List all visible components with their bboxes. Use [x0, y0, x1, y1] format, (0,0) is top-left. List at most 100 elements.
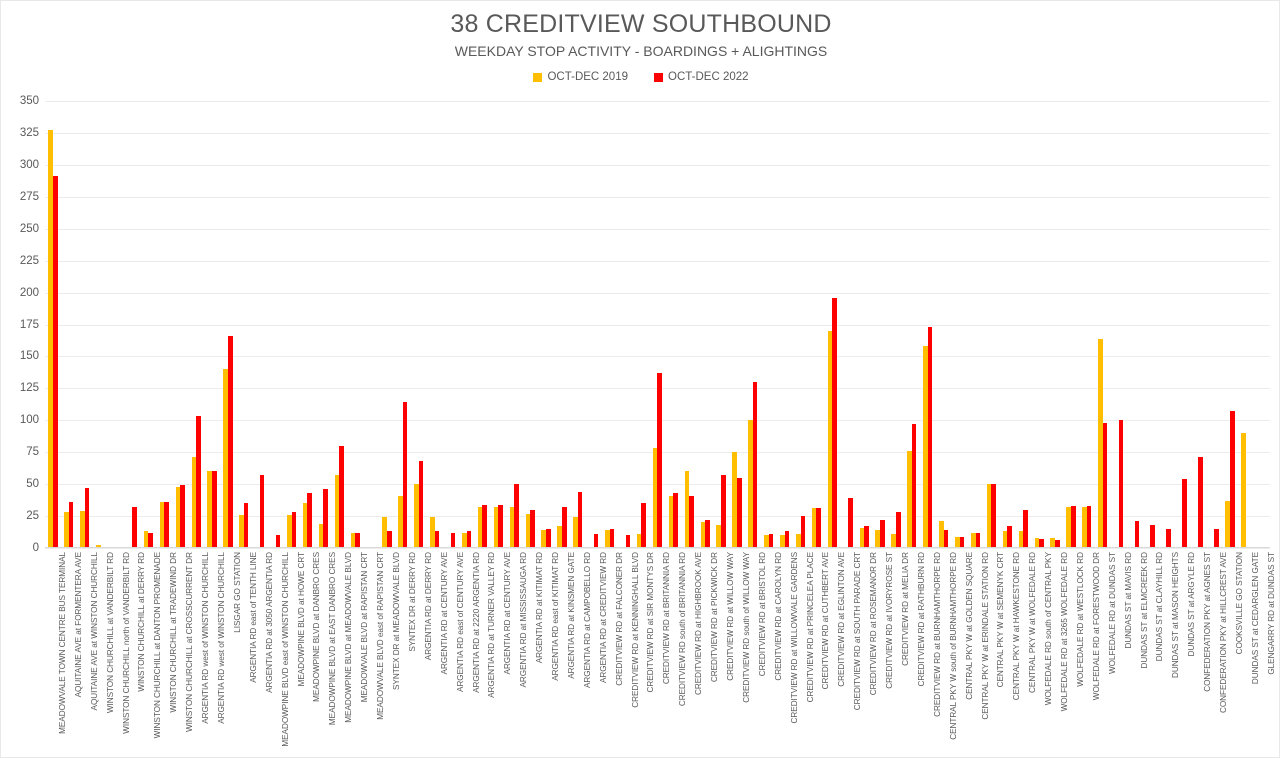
bar-group[interactable] [220, 101, 236, 548]
bar-2019[interactable] [430, 517, 435, 548]
bar-2019[interactable] [175, 486, 181, 548]
bar-group[interactable] [1206, 101, 1222, 548]
bar-2019[interactable] [716, 525, 722, 548]
bar-2022[interactable] [466, 531, 472, 548]
bar-2022[interactable] [752, 381, 758, 548]
bar-2019[interactable] [223, 369, 228, 548]
bar-2022[interactable] [1198, 457, 1203, 548]
bar-2022[interactable] [1070, 505, 1076, 548]
bar-2022[interactable] [593, 533, 599, 548]
bar-2019[interactable] [764, 535, 769, 548]
bar-2019[interactable] [48, 130, 53, 548]
bar-2022[interactable] [927, 327, 933, 548]
bar-group[interactable] [1031, 101, 1047, 548]
bar-group[interactable] [506, 101, 522, 548]
bar-group[interactable] [968, 101, 984, 548]
bar-2019[interactable] [334, 475, 340, 548]
bar-2019[interactable] [398, 495, 403, 548]
bar-group[interactable] [570, 101, 586, 548]
bar-2022[interactable] [1118, 420, 1124, 548]
bar-group[interactable] [140, 101, 156, 548]
bar-2019[interactable] [493, 507, 499, 548]
bar-group[interactable] [474, 101, 490, 548]
bar-group[interactable] [1143, 101, 1159, 548]
bar-2022[interactable] [418, 461, 424, 548]
bar-2019[interactable] [64, 512, 69, 548]
bar-2022[interactable] [1039, 539, 1044, 548]
bar-2022[interactable] [832, 297, 837, 548]
bar-2022[interactable] [434, 531, 440, 548]
bar-2022[interactable] [864, 526, 869, 548]
bar-2022[interactable] [275, 535, 281, 548]
bar-2022[interactable] [164, 502, 169, 548]
bar-group[interactable] [697, 101, 713, 548]
bar-2022[interactable] [1182, 479, 1187, 548]
bar-2019[interactable] [827, 330, 833, 548]
bar-2022[interactable] [402, 402, 408, 548]
bar-2019[interactable] [525, 513, 531, 548]
bar-2019[interactable] [668, 495, 674, 548]
bar-2019[interactable] [96, 545, 101, 548]
bar-group[interactable] [602, 101, 618, 548]
bar-2019[interactable] [239, 514, 244, 548]
bar-2019[interactable] [1241, 433, 1246, 548]
bar-group[interactable] [1047, 101, 1063, 548]
bar-group[interactable] [538, 101, 554, 548]
bar-2022[interactable] [212, 471, 217, 548]
bar-2022[interactable] [68, 502, 74, 548]
bar-2022[interactable] [689, 495, 694, 548]
bar-group[interactable] [1127, 101, 1143, 548]
bar-2022[interactable] [784, 531, 790, 548]
bar-group[interactable] [490, 101, 506, 548]
bar-group[interactable] [347, 101, 363, 548]
bar-2019[interactable] [382, 517, 387, 548]
bar-2022[interactable] [450, 532, 456, 548]
bar-2022[interactable] [307, 493, 313, 548]
bar-2019[interactable] [605, 530, 610, 548]
bar-2022[interactable] [1102, 422, 1108, 548]
bar-2022[interactable] [196, 416, 201, 548]
bar-group[interactable] [459, 101, 475, 548]
bar-2022[interactable] [816, 508, 822, 548]
bar-2019[interactable] [684, 471, 690, 548]
bar-2022[interactable] [736, 477, 742, 548]
bar-group[interactable] [649, 101, 665, 548]
bar-2019[interactable] [143, 531, 149, 548]
bar-group[interactable] [1158, 101, 1174, 548]
bar-group[interactable] [952, 101, 968, 548]
bar-2019[interactable] [286, 514, 292, 548]
bar-group[interactable] [872, 101, 888, 548]
bar-group[interactable] [1079, 101, 1095, 548]
bar-2022[interactable] [561, 507, 567, 548]
bar-2022[interactable] [546, 528, 551, 548]
bar-2022[interactable] [1023, 509, 1028, 548]
bar-2022[interactable] [323, 489, 328, 548]
bar-2022[interactable] [514, 484, 519, 548]
bar-2022[interactable] [148, 532, 153, 548]
bar-2022[interactable] [1150, 525, 1156, 548]
bar-2019[interactable] [350, 532, 356, 548]
bar-2019[interactable] [80, 510, 85, 548]
bar-group[interactable] [300, 101, 316, 548]
bar-2022[interactable] [227, 336, 233, 548]
bar-2022[interactable] [609, 528, 615, 548]
bar-2019[interactable] [541, 530, 547, 548]
bar-group[interactable] [331, 101, 347, 548]
bar-group[interactable] [745, 101, 761, 548]
bar-2019[interactable] [509, 507, 515, 548]
bar-group[interactable] [856, 101, 872, 548]
bar-2022[interactable] [1055, 540, 1060, 548]
bar-2022[interactable] [498, 504, 503, 548]
legend-item[interactable]: OCT-DEC 2019 [533, 71, 628, 83]
bar-2019[interactable] [939, 521, 944, 548]
bar-2019[interactable] [318, 523, 324, 548]
bar-2022[interactable] [880, 519, 885, 548]
bar-group[interactable] [586, 101, 602, 548]
bar-group[interactable] [1111, 101, 1127, 548]
bar-2019[interactable] [700, 522, 706, 548]
bar-group[interactable] [888, 101, 904, 548]
bar-2022[interactable] [975, 532, 981, 548]
bar-2019[interactable] [1018, 531, 1024, 548]
bar-group[interactable] [936, 101, 952, 548]
bar-group[interactable] [761, 101, 777, 548]
